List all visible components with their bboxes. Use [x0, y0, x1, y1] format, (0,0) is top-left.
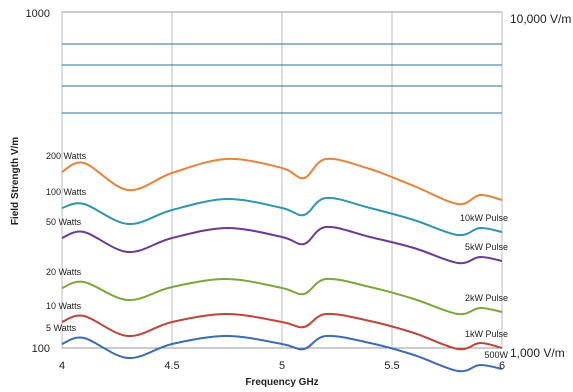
x-tick-label: 4.5 [164, 360, 179, 372]
x-tick-label: 4 [59, 360, 65, 372]
x-tick-label: 6 [499, 360, 505, 372]
axes: Frequency GHz Field Strength V/m 4 4.5 5 5.… [10, 8, 571, 388]
pulse-label: 5kW Pulse [465, 242, 508, 252]
pulse-label: 500W [484, 350, 508, 360]
pulse-label: 2kW Pulse [465, 293, 508, 303]
series-name-label: 100 Watts [46, 187, 87, 197]
right-axis-label: 1,000 V/m [510, 346, 565, 360]
series-line [61, 334, 503, 373]
y-tick-label: 1000 [26, 8, 50, 20]
annotations: 200 Watts 100 Watts 10kW Pulse 50 Watts 5kW … [46, 151, 509, 360]
y-axis-title: Field Strength V/m [10, 137, 21, 225]
series-lines [61, 157, 503, 373]
pulse-label: 1kW Pulse [465, 329, 508, 339]
x-axis-title: Frequency GHz [245, 377, 318, 388]
x-tick-label: 5 [279, 360, 285, 372]
x-tick-label: 5.5 [384, 360, 399, 372]
series-line [61, 277, 503, 316]
series-name-label: 10 Watts [46, 301, 82, 311]
y-tick-label: 100 [32, 343, 50, 355]
series-line [61, 157, 503, 206]
grid [61, 11, 503, 349]
pulse-label: 10kW Pulse [460, 213, 508, 223]
series-name-label: 200 Watts [46, 151, 87, 161]
series-name-label: 50 Watts [46, 217, 82, 227]
series-name-label: 20 Watts [46, 267, 82, 277]
series-line [61, 312, 503, 351]
series-line [61, 196, 503, 237]
series-line [61, 225, 503, 265]
series-name-label: 5 Watts [46, 323, 77, 333]
right-axis-label: 10,000 V/m [510, 12, 571, 26]
